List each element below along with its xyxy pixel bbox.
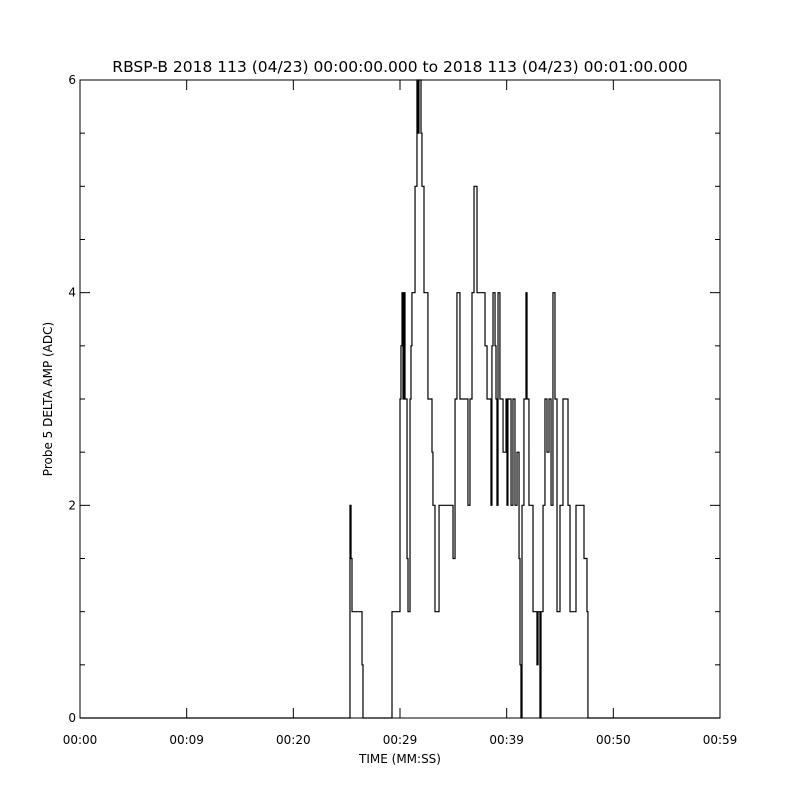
x-axis: 00:00 00:09 00:20 00:29 00:39 00:50 00:59 [63, 80, 738, 747]
x-tick-label: 00:09 [169, 733, 204, 747]
series-line [80, 79, 720, 719]
y-tick-label: 0 [68, 711, 76, 725]
y-tick-label: 4 [68, 286, 76, 300]
series-group [80, 79, 720, 719]
x-tick-label: 00:20 [276, 733, 311, 747]
x-axis-label: TIME (MM:SS) [358, 752, 441, 766]
x-tick-label: 00:29 [383, 733, 418, 747]
y-axis-label: Probe 5 DELTA AMP (ADC) [41, 322, 55, 476]
y-tick-label: 6 [68, 73, 76, 87]
x-tick-label: 00:59 [703, 733, 738, 747]
y-axis: 0 2 4 6 [68, 73, 720, 725]
x-tick-label: 00:00 [63, 733, 98, 747]
x-tick-label: 00:50 [596, 733, 631, 747]
chart-title: RBSP-B 2018 113 (04/23) 00:00:00.000 to … [112, 58, 687, 76]
x-tick-label: 00:39 [489, 733, 524, 747]
y-tick-label: 2 [68, 498, 76, 512]
